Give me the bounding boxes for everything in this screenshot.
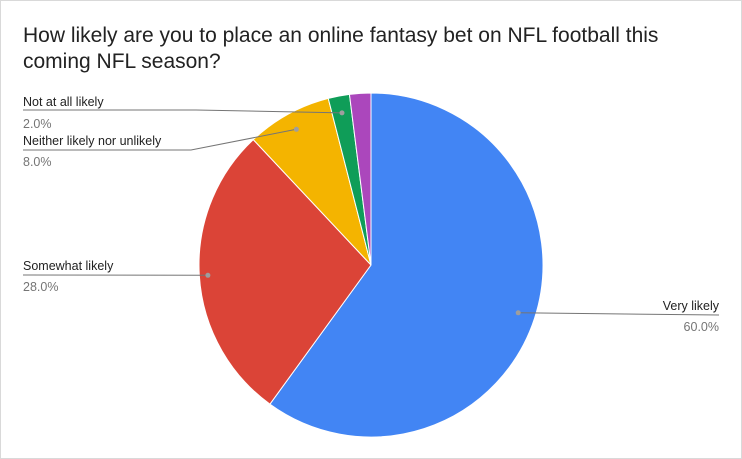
slice-percent-not-at-all-likely: 2.0% [23,117,52,131]
slice-label-not-at-all-likely: Not at all likely [23,95,104,109]
pie-callouts: Very likely 60.0% Somewhat likely 28.0% Neit… [22,95,720,334]
slice-label-very-likely: Very likely [663,299,720,313]
callout-line-very-likely [518,312,720,316]
callout-dot-somewhat-likely [205,272,211,278]
slice-percent-very-likely: 60.0% [684,320,719,334]
slice-percent-somewhat-likely: 28.0% [23,280,58,294]
callout-dot-neither-likely-nor-unlikely [293,126,299,132]
pie-slices [198,92,544,438]
callout-dot-not-at-all-likely [339,110,345,116]
callout-line-neither-likely-nor-unlikely [23,128,297,151]
slice-percent-neither-likely-nor-unlikely: 8.0% [23,155,52,169]
pie-slice-somewhat-likely [198,138,372,405]
slice-label-somewhat-likely: Somewhat likely [23,259,114,273]
slice-label-neither-likely-nor-unlikely: Neither likely nor unlikely [23,134,162,148]
callout-line-not-at-all-likely [23,109,343,114]
pie-slice-very-likely [269,92,544,438]
chart-title: How likely are you to place an online fa… [23,24,659,73]
callout-dot-very-likely [515,310,521,316]
pie-slice-unlabeled-4 [348,92,372,266]
